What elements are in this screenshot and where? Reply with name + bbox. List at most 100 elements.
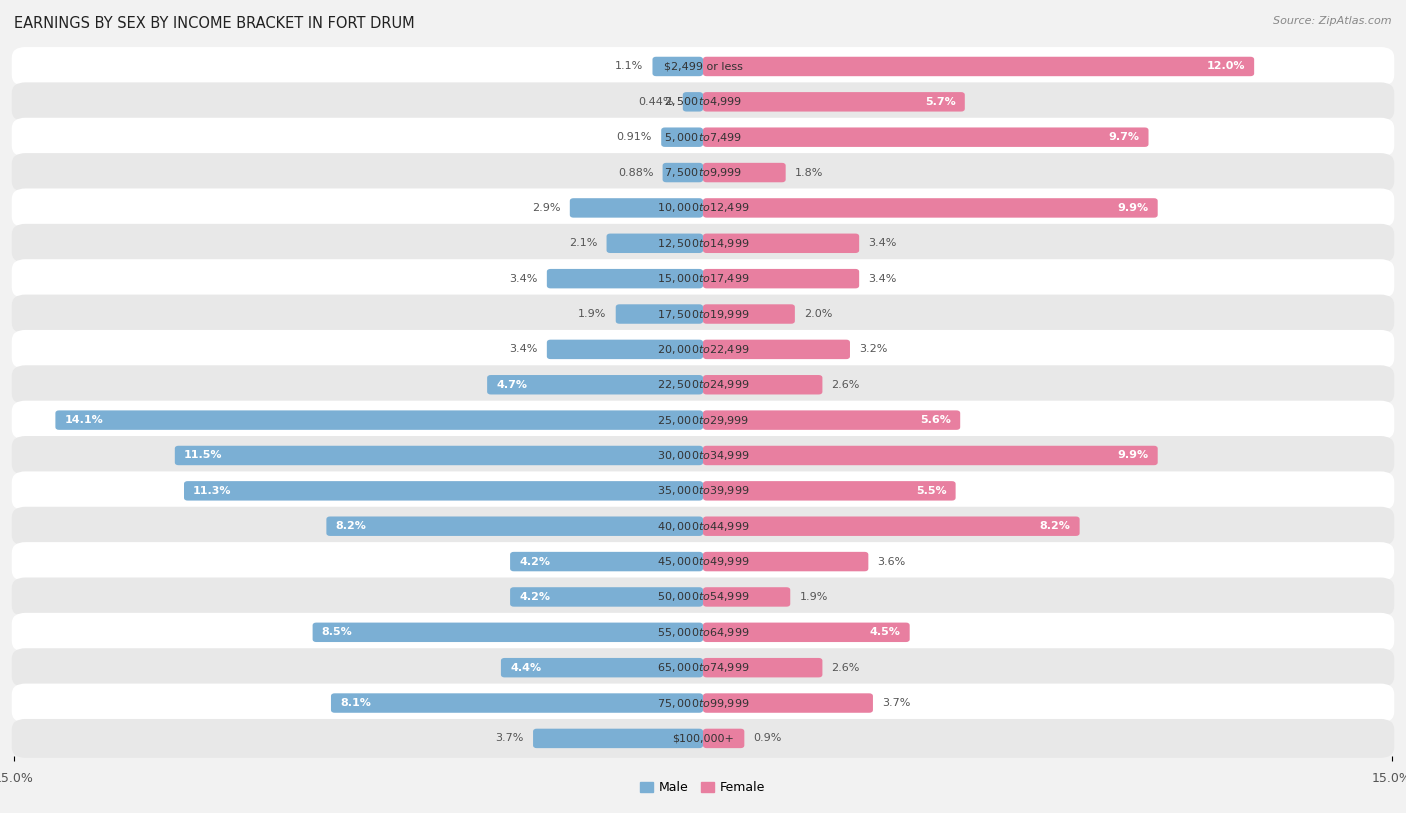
FancyBboxPatch shape bbox=[703, 516, 1080, 536]
Text: 2.6%: 2.6% bbox=[831, 380, 860, 389]
Text: 1.1%: 1.1% bbox=[614, 62, 644, 72]
Text: 8.5%: 8.5% bbox=[322, 628, 353, 637]
FancyBboxPatch shape bbox=[11, 330, 1395, 369]
Text: $15,000 to $17,499: $15,000 to $17,499 bbox=[657, 272, 749, 285]
FancyBboxPatch shape bbox=[703, 658, 823, 677]
Text: 8.2%: 8.2% bbox=[1039, 521, 1070, 531]
Text: $35,000 to $39,999: $35,000 to $39,999 bbox=[657, 485, 749, 498]
FancyBboxPatch shape bbox=[11, 153, 1395, 192]
FancyBboxPatch shape bbox=[606, 233, 703, 253]
FancyBboxPatch shape bbox=[11, 436, 1395, 475]
FancyBboxPatch shape bbox=[11, 294, 1395, 333]
FancyBboxPatch shape bbox=[703, 587, 790, 606]
Text: 0.88%: 0.88% bbox=[617, 167, 654, 177]
FancyBboxPatch shape bbox=[703, 446, 1157, 465]
FancyBboxPatch shape bbox=[11, 719, 1395, 758]
FancyBboxPatch shape bbox=[330, 693, 703, 713]
Text: 3.4%: 3.4% bbox=[869, 274, 897, 284]
FancyBboxPatch shape bbox=[703, 728, 744, 748]
FancyBboxPatch shape bbox=[533, 728, 703, 748]
Text: 1.9%: 1.9% bbox=[800, 592, 828, 602]
FancyBboxPatch shape bbox=[312, 623, 703, 642]
Text: 4.2%: 4.2% bbox=[519, 557, 550, 567]
Text: 1.9%: 1.9% bbox=[578, 309, 606, 319]
FancyBboxPatch shape bbox=[11, 224, 1395, 263]
FancyBboxPatch shape bbox=[11, 82, 1395, 121]
FancyBboxPatch shape bbox=[486, 375, 703, 394]
FancyBboxPatch shape bbox=[703, 57, 1254, 76]
Text: 3.2%: 3.2% bbox=[859, 345, 887, 354]
Text: 9.7%: 9.7% bbox=[1108, 133, 1139, 142]
Text: 14.1%: 14.1% bbox=[65, 415, 103, 425]
Text: $12,500 to $14,999: $12,500 to $14,999 bbox=[657, 237, 749, 250]
Text: 9.9%: 9.9% bbox=[1118, 450, 1149, 460]
Text: 4.7%: 4.7% bbox=[496, 380, 527, 389]
Text: 8.1%: 8.1% bbox=[340, 698, 371, 708]
Text: 3.4%: 3.4% bbox=[509, 345, 537, 354]
FancyBboxPatch shape bbox=[55, 411, 703, 430]
FancyBboxPatch shape bbox=[661, 128, 703, 147]
FancyBboxPatch shape bbox=[11, 365, 1395, 404]
Text: $2,499 or less: $2,499 or less bbox=[664, 62, 742, 72]
FancyBboxPatch shape bbox=[703, 693, 873, 713]
Text: $2,500 to $4,999: $2,500 to $4,999 bbox=[664, 95, 742, 108]
FancyBboxPatch shape bbox=[703, 481, 956, 501]
FancyBboxPatch shape bbox=[11, 189, 1395, 228]
Text: Source: ZipAtlas.com: Source: ZipAtlas.com bbox=[1274, 16, 1392, 26]
Text: 3.7%: 3.7% bbox=[882, 698, 911, 708]
Text: 4.2%: 4.2% bbox=[519, 592, 550, 602]
Text: $7,500 to $9,999: $7,500 to $9,999 bbox=[664, 166, 742, 179]
FancyBboxPatch shape bbox=[703, 128, 1149, 147]
Text: 5.5%: 5.5% bbox=[915, 486, 946, 496]
FancyBboxPatch shape bbox=[11, 684, 1395, 723]
Text: 0.9%: 0.9% bbox=[754, 733, 782, 743]
Text: $45,000 to $49,999: $45,000 to $49,999 bbox=[657, 555, 749, 568]
FancyBboxPatch shape bbox=[703, 411, 960, 430]
FancyBboxPatch shape bbox=[703, 92, 965, 111]
FancyBboxPatch shape bbox=[547, 269, 703, 289]
Text: 2.1%: 2.1% bbox=[569, 238, 598, 248]
FancyBboxPatch shape bbox=[703, 198, 1157, 218]
FancyBboxPatch shape bbox=[703, 163, 786, 182]
FancyBboxPatch shape bbox=[11, 613, 1395, 652]
Text: 3.7%: 3.7% bbox=[495, 733, 524, 743]
Text: $100,000+: $100,000+ bbox=[672, 733, 734, 743]
FancyBboxPatch shape bbox=[703, 375, 823, 394]
FancyBboxPatch shape bbox=[11, 47, 1395, 86]
Text: 2.6%: 2.6% bbox=[831, 663, 860, 672]
Text: $17,500 to $19,999: $17,500 to $19,999 bbox=[657, 307, 749, 320]
FancyBboxPatch shape bbox=[11, 259, 1395, 298]
Text: 11.5%: 11.5% bbox=[184, 450, 222, 460]
FancyBboxPatch shape bbox=[510, 587, 703, 606]
FancyBboxPatch shape bbox=[683, 92, 703, 111]
Text: 5.7%: 5.7% bbox=[925, 97, 956, 107]
Text: 3.4%: 3.4% bbox=[869, 238, 897, 248]
FancyBboxPatch shape bbox=[652, 57, 703, 76]
Text: $20,000 to $22,499: $20,000 to $22,499 bbox=[657, 343, 749, 356]
FancyBboxPatch shape bbox=[326, 516, 703, 536]
Text: $30,000 to $34,999: $30,000 to $34,999 bbox=[657, 449, 749, 462]
Text: $75,000 to $99,999: $75,000 to $99,999 bbox=[657, 697, 749, 710]
FancyBboxPatch shape bbox=[174, 446, 703, 465]
Text: 11.3%: 11.3% bbox=[193, 486, 232, 496]
FancyBboxPatch shape bbox=[703, 233, 859, 253]
Text: $65,000 to $74,999: $65,000 to $74,999 bbox=[657, 661, 749, 674]
Text: $5,000 to $7,499: $5,000 to $7,499 bbox=[664, 131, 742, 144]
FancyBboxPatch shape bbox=[616, 304, 703, 324]
Text: 3.6%: 3.6% bbox=[877, 557, 905, 567]
FancyBboxPatch shape bbox=[547, 340, 703, 359]
Text: 9.9%: 9.9% bbox=[1118, 203, 1149, 213]
FancyBboxPatch shape bbox=[510, 552, 703, 572]
Text: 0.44%: 0.44% bbox=[638, 97, 673, 107]
Text: $22,500 to $24,999: $22,500 to $24,999 bbox=[657, 378, 749, 391]
Text: 2.0%: 2.0% bbox=[804, 309, 832, 319]
FancyBboxPatch shape bbox=[569, 198, 703, 218]
FancyBboxPatch shape bbox=[703, 304, 794, 324]
Legend: Male, Female: Male, Female bbox=[636, 776, 770, 799]
Text: 8.2%: 8.2% bbox=[336, 521, 367, 531]
FancyBboxPatch shape bbox=[703, 623, 910, 642]
Text: 1.8%: 1.8% bbox=[794, 167, 824, 177]
Text: 5.6%: 5.6% bbox=[920, 415, 950, 425]
FancyBboxPatch shape bbox=[11, 577, 1395, 616]
Text: 3.4%: 3.4% bbox=[509, 274, 537, 284]
